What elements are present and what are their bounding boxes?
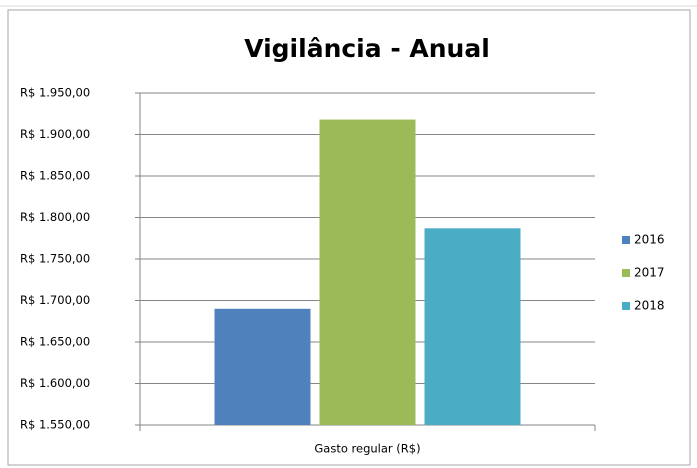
y-tick-label: R$ 1.750,00 [20,252,90,266]
y-tick-label: R$ 1.950,00 [20,86,90,100]
y-tick-label: R$ 1.800,00 [20,210,90,224]
y-tick-label: R$ 1.600,00 [20,376,90,390]
y-tick-label: R$ 1.900,00 [20,127,90,141]
y-tick-label: R$ 1.550,00 [20,418,90,432]
bar [424,228,521,425]
legend-label: 2016 [634,233,665,247]
bar [319,119,416,425]
y-tick-label: R$ 1.850,00 [20,169,90,183]
y-tick-label: R$ 1.650,00 [20,335,90,349]
legend-label: 2018 [634,299,665,313]
y-tick-label: R$ 1.700,00 [20,293,90,307]
legend-swatch [622,302,630,310]
x-tick-label: Gasto regular (R$) [314,442,420,456]
legend-swatch [622,269,630,277]
legend-swatch [622,236,630,244]
chart-title: Vigilância - Anual [244,34,490,63]
bar [214,308,311,425]
legend-label: 2017 [634,266,665,280]
